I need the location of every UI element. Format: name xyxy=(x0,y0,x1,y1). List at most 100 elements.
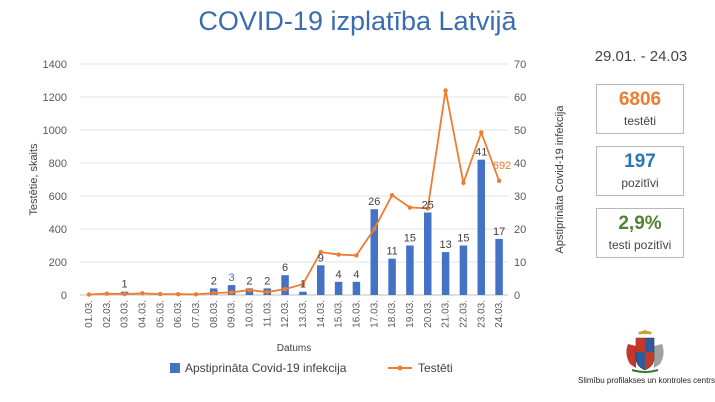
line-point xyxy=(389,192,395,198)
x-tick-label: 03.03. xyxy=(120,300,131,328)
x-axis-title: Datums xyxy=(277,343,311,354)
line-point xyxy=(479,130,484,135)
line-point xyxy=(300,282,306,287)
line-point xyxy=(247,287,252,293)
x-tick-label: 15.03. xyxy=(334,300,345,328)
y-tick-label: 600 xyxy=(49,191,67,203)
y2-tick-label: 70 xyxy=(514,59,526,71)
x-tick-label: 21.03. xyxy=(441,300,452,328)
y-tick-label: 0 xyxy=(61,290,67,302)
line-point xyxy=(372,226,377,232)
bar-data-label: 15 xyxy=(457,233,469,245)
bar-data-label: 6 xyxy=(282,262,288,274)
x-tick-label: 17.03. xyxy=(369,300,380,328)
stat-tested-value: 6806 xyxy=(618,89,662,110)
stat-positive-label: pozitīvi xyxy=(621,176,659,190)
y-tick-label: 1400 xyxy=(43,59,67,71)
x-tick-label: 24.03. xyxy=(494,300,505,328)
bar xyxy=(317,265,325,295)
y2-tick-label: 10 xyxy=(514,257,526,269)
x-tick-label: 13.03. xyxy=(298,300,309,328)
bar-data-label: 3 xyxy=(229,272,235,284)
line-point xyxy=(122,291,127,297)
bar-data-label: 2 xyxy=(211,275,217,287)
line-data-label: 692 xyxy=(493,160,511,172)
legend-bar-swatch xyxy=(170,363,180,373)
line-point xyxy=(461,180,466,185)
bar xyxy=(334,281,343,295)
line-point xyxy=(354,253,359,258)
bar-data-label: 2 xyxy=(264,275,270,287)
line-point xyxy=(211,290,216,296)
x-tick-label: 11.03. xyxy=(262,300,273,327)
bar-data-label: 4 xyxy=(353,269,359,281)
line-point xyxy=(496,178,502,184)
page-title: COVID-19 izplatība Latvijā xyxy=(198,6,517,36)
y-tick-label: 1200 xyxy=(43,92,67,104)
legend-line-marker xyxy=(397,365,403,371)
bar-data-label: 25 xyxy=(422,200,434,212)
legend-line-label: Testēti xyxy=(418,361,453,375)
stat-percent-value: 2,9% xyxy=(618,213,662,234)
y-tick-label: 200 xyxy=(49,257,67,269)
bar-data-label: 26 xyxy=(368,196,380,208)
y-tick-label: 400 xyxy=(49,224,67,236)
stat-tested-label: testēti xyxy=(623,114,656,128)
line-point xyxy=(282,286,288,292)
date-range: 29.01. - 24.03 xyxy=(594,48,688,65)
x-tick-label: 20.03. xyxy=(423,300,434,328)
x-tick-label: 18.03. xyxy=(387,300,398,328)
bar-data-label: 15 xyxy=(404,233,416,245)
y-tick-label: 1000 xyxy=(43,125,67,137)
y2-tick-label: 20 xyxy=(514,224,526,236)
line-point xyxy=(158,291,163,297)
stat-positive: 197 pozitīvi xyxy=(596,146,684,196)
bar-data-label: 2 xyxy=(246,275,252,287)
bar xyxy=(227,285,236,295)
bar xyxy=(441,252,450,295)
x-tick-label: 14.03. xyxy=(316,300,327,328)
bar-data-label: 9 xyxy=(318,252,324,264)
bar-data-label: 17 xyxy=(493,226,505,238)
bar-data-label: 1 xyxy=(122,279,128,291)
line-point xyxy=(336,252,341,257)
y2-tick-label: 60 xyxy=(514,92,526,104)
bar-data-label: 4 xyxy=(336,269,342,281)
stat-percent: 2,9% testi pozitīvi xyxy=(596,208,684,258)
bar-data-label: 11 xyxy=(386,246,397,258)
x-tick-label: 01.03. xyxy=(84,300,95,328)
bar-data-label: 41 xyxy=(475,147,487,159)
x-tick-label: 12.03. xyxy=(280,300,291,328)
bar-data-label: 13 xyxy=(439,239,451,251)
line-point xyxy=(175,291,181,297)
x-tick-label: 02.03. xyxy=(102,300,113,328)
y2-axis-title: Apstiprināta Covid-19 infekcija xyxy=(554,105,566,254)
line-point xyxy=(86,292,92,297)
x-tick-label: 23.03. xyxy=(476,300,487,328)
coat-of-arms-logo xyxy=(626,330,664,373)
x-tick-label: 04.03. xyxy=(137,300,148,328)
line-point xyxy=(443,88,448,93)
legend-bar-label: Apstiprināta Covid-19 infekcija xyxy=(185,361,347,375)
y2-tick-label: 30 xyxy=(514,191,526,203)
bar xyxy=(406,245,414,295)
stat-tested: 6806 testēti xyxy=(596,84,684,134)
bar xyxy=(352,281,361,295)
stat-percent-label: testi pozitīvi xyxy=(608,238,672,252)
line-point xyxy=(318,249,323,255)
x-tick-label: 05.03. xyxy=(155,300,166,328)
combo-chart: 0 200 400 600 800 1000 1200 1400 0 10 20 30 40 50 60 70… xyxy=(28,59,566,375)
organization-name: Slimību profilakses un kontroles centrs xyxy=(578,376,715,385)
bar xyxy=(388,258,396,295)
line-point xyxy=(104,291,109,296)
bar xyxy=(477,159,485,295)
bar-data-label: 1 xyxy=(300,279,306,291)
bar xyxy=(459,245,468,295)
bar xyxy=(370,209,378,295)
x-tick-label: 07.03. xyxy=(191,300,202,328)
y2-tick-label: 40 xyxy=(514,158,526,170)
line-point xyxy=(265,289,270,295)
bar xyxy=(424,212,432,295)
x-tick-label: 08.03. xyxy=(209,300,220,328)
x-tick-label: 09.03. xyxy=(227,300,238,328)
